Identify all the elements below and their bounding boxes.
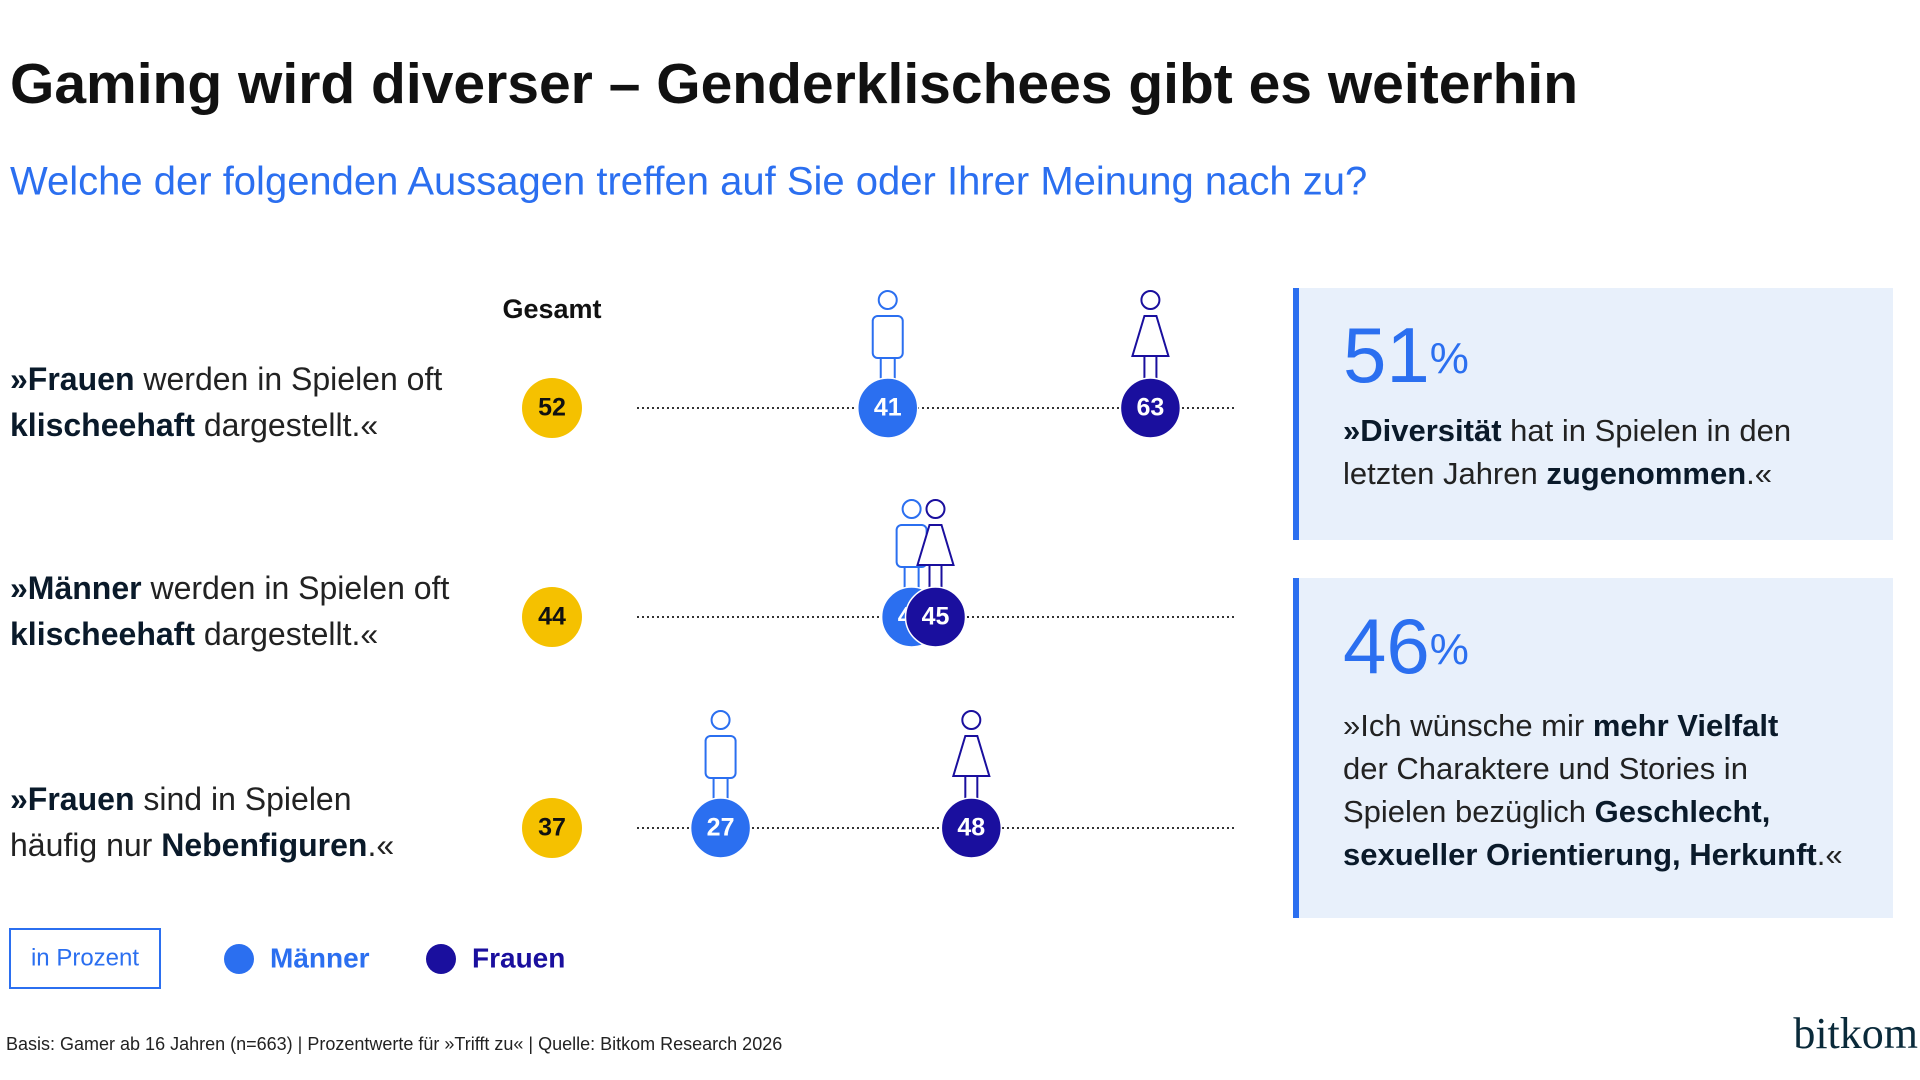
- highlight-text: letzten Jahren zugenommen.«: [1343, 456, 1772, 491]
- highlight-value: 51: [1343, 311, 1430, 399]
- highlight-border: [1293, 288, 1299, 540]
- person-legs: [903, 567, 920, 589]
- logo: bitkom: [1793, 1009, 1918, 1058]
- text-run: der Charaktere und Stories in: [1343, 751, 1748, 786]
- total-label: 44: [538, 603, 566, 631]
- text-run: »Ich wünsche mir: [1343, 708, 1593, 743]
- text-run: dargestellt.«: [195, 407, 378, 443]
- highlight-border: [1293, 578, 1299, 918]
- text-run: sind in Spielen: [134, 781, 351, 817]
- highlight-number: 46%: [1343, 602, 1469, 690]
- legend-label: Frauen: [472, 942, 565, 973]
- text-run: werden in Spielen oft: [134, 361, 442, 397]
- category-label: »Frauen werden in Spielen oft: [10, 361, 442, 397]
- text-run: häufig nur: [10, 827, 161, 863]
- category-label: klischeehaft dargestellt.«: [10, 407, 378, 443]
- total-header: Gesamt: [502, 294, 601, 324]
- dot: [904, 586, 967, 648]
- dot: [856, 377, 919, 439]
- dot-label: 41: [874, 394, 902, 422]
- total-dot: [522, 798, 582, 858]
- total-dot: [522, 378, 582, 438]
- highlight-value: 46: [1343, 602, 1430, 690]
- highlight-box: [1293, 578, 1893, 918]
- person-legs: [879, 358, 896, 380]
- legend-label: Männer: [270, 942, 370, 973]
- person-head: [925, 499, 946, 519]
- person-body: [704, 735, 737, 779]
- person-head: [1140, 290, 1161, 310]
- highlight-box: [1293, 288, 1893, 540]
- person-dress: [951, 735, 991, 777]
- chart-subtitle: Welche der folgenden Aussagen treffen au…: [10, 160, 1367, 204]
- category-label: »Frauen sind in Spielen: [10, 781, 352, 817]
- person-head: [961, 710, 982, 730]
- highlight-number: 51%: [1343, 311, 1469, 399]
- person-legs: [712, 778, 729, 800]
- total-label: 37: [538, 814, 566, 842]
- text-run: klischeehaft: [10, 407, 195, 443]
- dot: [689, 797, 752, 859]
- text-run: hat in Spielen in den: [1502, 413, 1792, 448]
- person-body: [871, 315, 904, 359]
- dot-label: 27: [707, 814, 735, 842]
- total-label: 52: [538, 394, 566, 422]
- legend-marker: [224, 944, 254, 974]
- text-run: »Frauen: [10, 781, 134, 817]
- text-run: letzten Jahren: [1343, 456, 1546, 491]
- legend-marker: [426, 944, 456, 974]
- highlight-text: Spielen bezüglich Geschlecht,: [1343, 794, 1770, 829]
- text-run: .«: [1817, 837, 1843, 872]
- highlight-text: »Diversität hat in Spielen in den: [1343, 413, 1791, 448]
- text-run: »Frauen: [10, 361, 134, 397]
- category-label: häufig nur Nebenfiguren.«: [10, 827, 394, 863]
- highlight-text: sexueller Orientierung, Herkunft.«: [1343, 837, 1843, 872]
- text-run: mehr Vielfalt: [1593, 708, 1779, 743]
- dot-label: 45: [922, 603, 950, 631]
- category-label: »Männer werden in Spielen oft: [10, 570, 449, 606]
- highlight-text: »Ich wünsche mir mehr Vielfalt: [1343, 708, 1778, 743]
- person-dress: [1131, 315, 1170, 357]
- text-run: zugenommen: [1546, 456, 1746, 491]
- person-head: [877, 290, 898, 310]
- dot: [940, 797, 1003, 859]
- chart-title: Gaming wird diverser – Genderklischees g…: [10, 52, 1578, 116]
- person-head: [710, 710, 731, 730]
- text-run: »Diversität: [1343, 413, 1502, 448]
- text-run: .«: [367, 827, 394, 863]
- highlight-unit: %: [1430, 334, 1469, 383]
- footer: Basis: Gamer ab 16 Jahren (n=663) | Proz…: [6, 1034, 782, 1054]
- person-dress: [916, 524, 955, 566]
- text-run: dargestellt.«: [195, 616, 378, 652]
- category-label: klischeehaft dargestellt.«: [10, 616, 378, 652]
- person-legs: [964, 776, 979, 800]
- text-run: sexueller Orientierung, Herkunft: [1343, 837, 1817, 872]
- dot: [1119, 377, 1182, 439]
- text-run: »Männer: [10, 570, 142, 606]
- text-run: klischeehaft: [10, 616, 195, 652]
- person-legs: [1143, 356, 1158, 380]
- text-run: werden in Spielen oft: [142, 570, 450, 606]
- unit-note: in Prozent: [31, 944, 139, 971]
- person-legs: [928, 565, 943, 589]
- dot-label: 48: [957, 814, 985, 842]
- text-run: Geschlecht,: [1595, 794, 1771, 829]
- highlight-text: der Charaktere und Stories in: [1343, 751, 1748, 786]
- person-head: [901, 499, 922, 519]
- unit-box: [9, 928, 161, 989]
- text-run: Nebenfiguren: [161, 827, 367, 863]
- highlight-unit: %: [1430, 625, 1469, 674]
- text-run: .«: [1746, 456, 1772, 491]
- dot-label: 63: [1137, 394, 1165, 422]
- total-dot: [522, 587, 582, 647]
- text-run: Spielen bezüglich: [1343, 794, 1595, 829]
